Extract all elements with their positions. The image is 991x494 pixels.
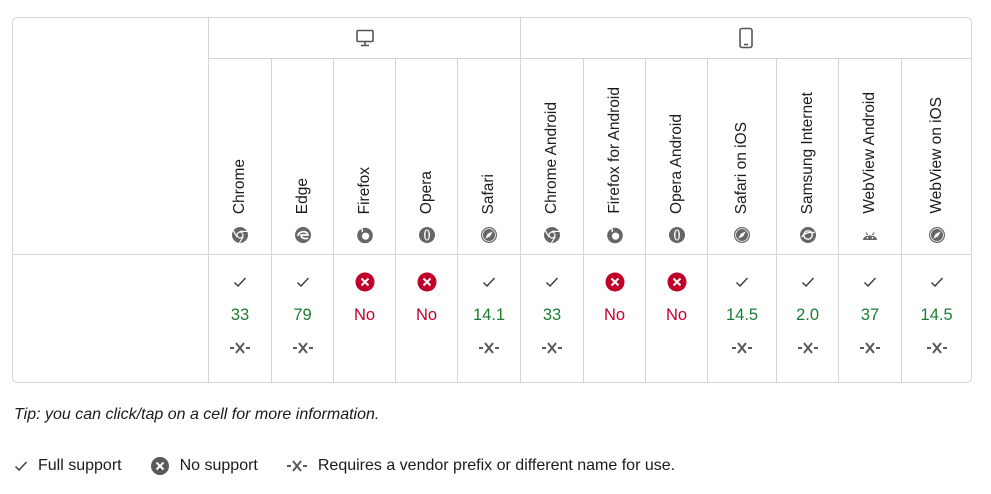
android-icon [861,226,879,244]
browser-header-samsung-internet: Samsung Internet [776,58,839,254]
no-support-icon [584,272,645,292]
browser-name: Firefox for Android [605,87,623,214]
no-support-icon [334,272,395,292]
no-support-icon [150,456,170,476]
prefix-icon [902,341,971,355]
browser-name: Safari [480,173,498,215]
support-cell-firefox-for-android[interactable]: No [583,254,646,382]
browser-header-webview-android: WebView Android [838,58,902,254]
version-label: No [604,306,626,324]
browser-name: WebView on iOS [927,97,945,214]
support-cell-safari[interactable]: 14.1 [457,254,521,382]
version-label: 79 [293,306,312,324]
prefix-icon [521,341,583,355]
table-corner [13,18,208,254]
version-label: No [666,306,688,324]
legend-full-support: Full support [14,457,122,475]
version-label: No [415,306,438,324]
support-cell-firefox[interactable]: No [333,254,395,382]
support-cell-opera-android[interactable]: No [645,254,708,382]
prefix-icon [272,341,333,355]
prefix-icon [209,341,271,355]
browser-name: WebView Android [861,92,879,214]
browser-name: Samsung Internet [798,91,816,214]
check-icon [902,273,971,291]
browser-name: Edge [293,177,311,214]
browser-header-safari: Safari [457,58,521,254]
legend-full-support-label: Full support [38,457,122,474]
browser-name: Opera Android [667,114,685,214]
browser-name: Chrome Android [543,101,561,214]
version-label: 37 [860,306,880,324]
support-cell-edge[interactable]: 79 [271,254,333,382]
legend-prefix-label: Requires a vendor prefix or different na… [317,457,676,474]
support-cell-samsung-internet[interactable]: 2.0 [776,254,839,382]
check-icon [458,273,520,291]
platform-header-mobile [520,18,971,58]
prefix-icon [286,459,308,473]
support-cell-safari-on-ios[interactable]: 14.5 [707,254,777,382]
check-icon [272,273,333,291]
desktop-icon [355,29,375,47]
check-icon [14,460,28,472]
safari-icon [733,226,751,244]
platform-header-desktop [208,18,520,58]
check-icon [839,273,901,291]
version-label: 14.1 [472,306,506,324]
support-cell-opera[interactable]: No [395,254,457,382]
browser-header-edge: Edge [271,58,333,254]
opera-icon [668,226,686,244]
no-support-icon [396,272,457,292]
browser-header-webview-on-ios: WebView on iOS [901,58,972,254]
browser-header-firefox-for-android: Firefox for Android [583,58,646,254]
support-cell-webview-android[interactable]: 37 [838,254,902,382]
check-icon [708,273,776,291]
browser-name: Opera [417,170,435,214]
check-icon [777,273,838,291]
version-label: 14.5 [726,306,759,324]
version-label: 2.0 [796,306,820,324]
prefix-icon [839,341,901,355]
browser-header-safari-on-ios: Safari on iOS [707,58,777,254]
support-cell-chrome-android[interactable]: 33 [520,254,584,382]
edge-icon [294,226,312,244]
browser-header-opera-android: Opera Android [645,58,708,254]
no-support-icon [646,272,707,292]
compat-table: Chrome Edge Firefox Opera Safari Chrome Andro… [12,17,973,383]
chrome-icon [231,226,249,244]
legend-no-support-label: No support [179,457,258,474]
support-cell-chrome[interactable]: 33 [208,254,271,382]
browser-name: Firefox [355,166,373,214]
version-label: 33 [542,306,562,324]
prefix-icon [708,341,776,355]
legend-prefix: Requires a vendor prefix or different na… [286,457,675,475]
safari-icon [480,226,498,244]
mobile-icon [738,27,754,49]
opera-icon [418,226,436,244]
version-label: 14.5 [920,306,953,324]
legend-no-support: No support [150,456,258,476]
tip-text: Tip: you can click/tap on a cell for mor… [14,406,380,423]
chrome-icon [543,226,561,244]
browser-name: Safari on iOS [733,121,751,214]
legend: Full support No support Requires a vendo… [14,455,703,477]
version-label: No [353,306,376,324]
browser-header-chrome-android: Chrome Android [520,58,584,254]
browser-header-firefox: Firefox [333,58,395,254]
browser-header-chrome: Chrome [208,58,271,254]
firefox-icon [606,226,624,244]
prefix-icon [458,341,520,355]
prefix-icon [777,341,838,355]
safari-icon [928,226,946,244]
browser-name: Chrome [231,158,248,214]
version-label: 33 [230,306,250,324]
firefox-icon [356,226,374,244]
samsung-internet-icon [799,226,817,244]
check-icon [209,273,271,291]
browser-header-opera: Opera [395,58,457,254]
check-icon [521,273,583,291]
support-cell-webview-on-ios[interactable]: 14.5 [901,254,972,382]
feature-row-header [13,254,208,382]
